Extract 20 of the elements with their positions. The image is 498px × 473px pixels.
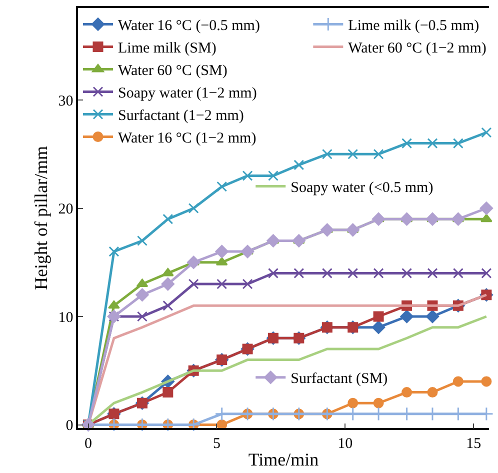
x-tick-label: 5 (212, 436, 220, 452)
legend-label: Water 16 °C (1−2 mm) (118, 130, 256, 147)
y-tick-label: 10 (58, 310, 74, 326)
legend-label: Surfactant (SM) (290, 371, 388, 388)
x-tick-label: 15 (466, 436, 482, 452)
legend-label: Water 60 °C (SM) (118, 63, 228, 80)
x-axis-title: Time/min (248, 449, 319, 470)
y-axis-title: Height of pillar/mm (30, 146, 51, 290)
legend-label: Soapy water (1−2 mm) (118, 86, 257, 102)
y-tick-label: 0 (66, 418, 74, 434)
legend-label: Surfactant (1−2 mm) (118, 108, 244, 124)
legend-label: Soapy water (<0.5 mm) (290, 180, 434, 196)
y-tick-label: 20 (58, 202, 74, 218)
y-tick-label: 30 (58, 93, 74, 110)
x-tick-label: 0 (84, 436, 92, 452)
legend-label: Water 16 °C (−0.5 mm) (118, 18, 260, 34)
x-tick-label: 10 (338, 436, 353, 452)
legend-label: Lime milk (−0.5 mm) (348, 18, 480, 34)
legend-label: Water 60 °C (1−2 mm) (348, 40, 486, 57)
legend-label: Lime milk (SM) (118, 40, 216, 57)
